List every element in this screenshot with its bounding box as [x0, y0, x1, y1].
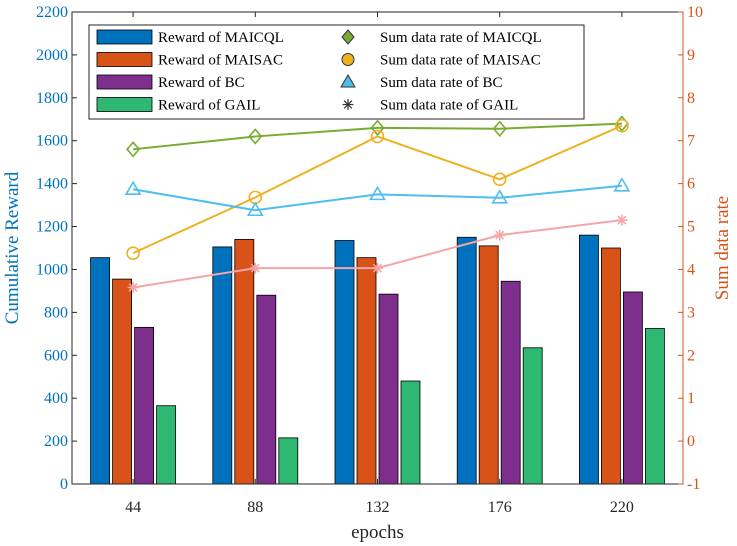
legend-swatch: [96, 97, 153, 112]
bar: [623, 291, 643, 485]
bar: [278, 437, 299, 485]
left-axis: 0 200 400 600 800 1000 1200 1400 1600 1800 2000 220…: [36, 4, 77, 493]
line-point: [491, 189, 509, 204]
left-tick-label: 1800: [36, 90, 68, 107]
line-point: [370, 129, 385, 144]
left-tick-label: 0: [60, 476, 68, 493]
legend-marker: [341, 29, 355, 45]
bar: [378, 293, 399, 485]
x-tick-label: 220: [610, 499, 634, 516]
line-point: [372, 262, 383, 274]
right-tick-label: 1: [687, 390, 695, 407]
line-point: [492, 172, 507, 187]
line-point: [492, 120, 507, 137]
bar: [522, 347, 543, 485]
x-tick-label: 176: [488, 499, 512, 516]
legend-label: Sum data rate of MAISAC: [380, 53, 541, 69]
line-point: [613, 177, 631, 192]
legend-marker: [342, 99, 354, 110]
bar: [645, 328, 665, 485]
right-tick-label: 7: [687, 133, 695, 150]
line-point: [616, 214, 628, 226]
bar: [579, 234, 599, 485]
line-point: [126, 246, 140, 260]
bar: [601, 247, 621, 485]
series-line: [132, 219, 623, 289]
y-axis-title: Cumulative Reward: [2, 171, 23, 324]
legend-marker: [341, 53, 355, 66]
left-tick-label: 200: [44, 433, 68, 450]
left-tick-label: 800: [44, 304, 68, 321]
legend-label: Sum data rate of GAIL: [380, 98, 518, 114]
left-tick-label: 2200: [36, 4, 68, 21]
line-point: [246, 201, 264, 217]
line-point: [124, 180, 142, 196]
series-line: [132, 122, 622, 151]
lines-layer: [124, 115, 631, 293]
bar: [400, 380, 421, 485]
bar: [334, 240, 355, 485]
legend: Reward of MAICQL Reward of MAISAC Reward o…: [88, 24, 585, 120]
legend-label: Reward of MAICQL: [158, 30, 284, 46]
line-point: [248, 128, 263, 145]
line-point: [615, 118, 629, 133]
legend-box: [88, 24, 585, 120]
legend-label: Reward of MAISAC: [158, 53, 283, 69]
x-tick-label: 132: [366, 499, 390, 516]
right-tick-label: 5: [687, 219, 695, 236]
left-tick-label: 400: [44, 390, 68, 407]
left-tick-label: 600: [44, 347, 68, 364]
bar: [500, 280, 521, 485]
legend-swatch: [96, 74, 153, 90]
bar: [478, 245, 499, 485]
line-point: [127, 281, 139, 293]
right-tick-label: 3: [687, 304, 695, 321]
line-point: [370, 119, 385, 137]
right-tick-label: -1: [687, 476, 700, 493]
y2-axis-title: Sum data rate: [712, 196, 733, 300]
legend-label: Reward of GAIL: [158, 98, 260, 114]
right-tick-label: 6: [687, 176, 695, 193]
legend-swatch: [96, 29, 153, 45]
bar: [234, 239, 255, 485]
legend-swatch: [96, 52, 153, 67]
bar: [112, 278, 132, 485]
legend-label: Sum data rate of MAICQL: [380, 30, 542, 46]
left-tick-label: 1400: [36, 176, 68, 193]
right-tick-label: 8: [687, 90, 695, 107]
left-tick-label: 1000: [36, 261, 68, 278]
bar: [456, 236, 477, 485]
legend-label: Sum data rate of BC: [380, 75, 502, 91]
right-axis: -1 0 1 2 3 4 5 6 7 8 9 10: [678, 4, 703, 493]
bar: [212, 246, 233, 485]
right-tick-label: 10: [687, 4, 703, 21]
line-point: [126, 141, 141, 158]
series-line: [132, 124, 623, 255]
x-tick-label: 44: [125, 499, 141, 516]
bar: [90, 257, 110, 485]
right-tick-label: 9: [687, 47, 695, 64]
line-point: [249, 262, 261, 274]
line-point: [494, 229, 506, 241]
series-line: [132, 184, 622, 212]
left-tick-label: 1200: [36, 219, 68, 236]
left-tick-label: 1600: [36, 133, 68, 150]
legend-label: Reward of BC: [158, 75, 245, 91]
x-tick-label: 88: [247, 499, 263, 516]
right-tick-label: 4: [687, 261, 695, 278]
right-tick-label: 2: [687, 347, 695, 364]
left-tick-label: 2000: [36, 47, 68, 64]
bar: [256, 294, 277, 485]
bars-layer: [90, 234, 665, 485]
bar: [356, 257, 377, 485]
bar: [156, 405, 177, 485]
right-tick-label: 0: [687, 433, 695, 450]
line-point: [369, 185, 386, 201]
x-axis: 44 88 132 176 220: [125, 12, 634, 516]
x-axis-title: epochs: [351, 522, 404, 543]
legend-marker: [340, 74, 356, 88]
bar: [134, 326, 155, 485]
